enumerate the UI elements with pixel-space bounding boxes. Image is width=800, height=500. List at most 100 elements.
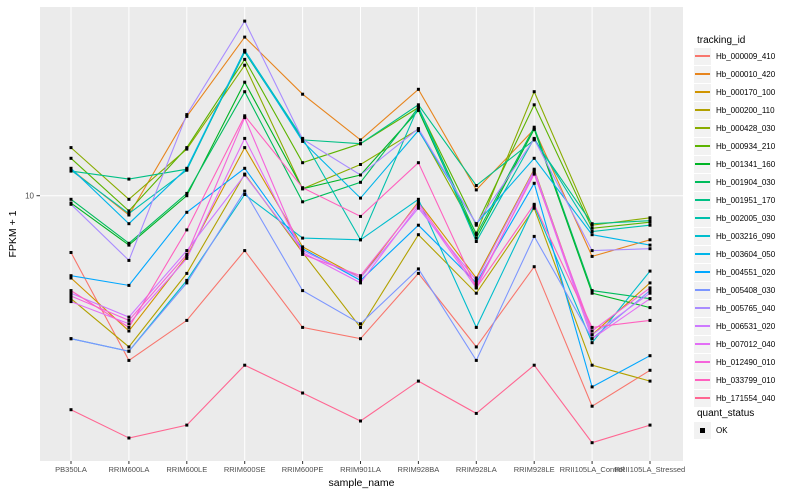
point-marker [69, 197, 73, 201]
point-marker [474, 283, 478, 287]
legend-key [694, 65, 711, 83]
point-marker [590, 230, 594, 233]
point-marker [532, 137, 536, 141]
point-marker [69, 300, 73, 304]
point-marker [416, 271, 420, 275]
point-marker [648, 297, 652, 301]
point-marker [301, 139, 305, 143]
legend-key [694, 209, 711, 227]
point-marker [474, 286, 478, 290]
legend-key-line-icon [695, 163, 710, 165]
point-marker [590, 291, 594, 295]
point-marker [590, 254, 594, 258]
point-marker [127, 325, 131, 329]
legend-key [694, 245, 711, 263]
legend-item-Hb_003216_090: Hb_003216_090 [694, 227, 775, 245]
point-marker [474, 233, 478, 237]
point-marker [590, 226, 594, 230]
point-marker [243, 114, 247, 118]
point-marker [359, 337, 362, 341]
point-marker [69, 337, 73, 341]
point-marker [474, 240, 478, 243]
point-marker [69, 294, 73, 298]
point-marker [69, 276, 73, 280]
point-marker [185, 228, 189, 232]
point-marker [185, 146, 189, 150]
point-marker [474, 184, 478, 187]
legend-item-Hb_033799_010: Hb_033799_010 [694, 371, 775, 389]
legend-key-line-icon [695, 145, 710, 147]
point-marker [301, 391, 305, 395]
legend-key [694, 191, 711, 209]
point-marker [301, 247, 305, 251]
point-marker [359, 419, 362, 423]
point-marker [474, 411, 478, 415]
point-marker [416, 105, 420, 108]
point-marker [127, 315, 131, 319]
point-marker [185, 166, 189, 170]
legend-key-line-icon [695, 361, 710, 363]
panel-background [40, 7, 683, 461]
legend-item-Hb_004551_020: Hb_004551_020 [694, 263, 775, 281]
point-marker [648, 238, 652, 242]
point-marker [416, 129, 420, 133]
legend-item-label: Hb_004551_020 [716, 267, 776, 277]
point-marker [185, 191, 189, 195]
point-marker [648, 379, 652, 383]
legend-item-label: Hb_000009_410 [716, 51, 776, 61]
legend-key [694, 281, 711, 299]
legend-key [694, 83, 711, 101]
point-marker [648, 216, 652, 220]
point-marker [301, 236, 305, 240]
point-marker [69, 297, 73, 301]
point-marker [648, 318, 652, 322]
point-marker [590, 337, 594, 341]
legend-key [694, 137, 711, 155]
point-marker [474, 231, 478, 235]
point-marker [301, 252, 305, 256]
x-tick-label: PB350LA [55, 465, 87, 474]
point-marker [185, 254, 189, 258]
legend-key [694, 421, 711, 439]
point-marker [416, 197, 420, 201]
point-marker [301, 325, 305, 329]
point-marker [127, 318, 131, 322]
point-marker [243, 35, 247, 39]
point-marker [648, 286, 652, 290]
point-marker [69, 291, 73, 295]
point-marker [127, 358, 131, 362]
point-marker [243, 166, 247, 170]
point-marker [590, 404, 594, 408]
legend-key-line-icon [695, 55, 710, 57]
point-marker [359, 180, 362, 184]
point-marker [648, 306, 652, 310]
legend-key-line-icon [695, 217, 710, 219]
point-marker [648, 243, 652, 247]
point-marker [127, 283, 131, 287]
point-marker [301, 137, 305, 141]
point-marker [532, 170, 536, 174]
legend-item-label: Hb_001951_170 [716, 195, 776, 205]
point-marker [185, 249, 189, 253]
legend-key [694, 119, 711, 137]
point-marker [359, 138, 362, 142]
point-marker [590, 325, 594, 329]
point-marker [69, 274, 73, 278]
legend-item-label: Hb_000934_210 [716, 141, 776, 151]
black-square-point-icon [700, 427, 705, 433]
point-marker [416, 108, 420, 112]
legend-key [694, 389, 711, 407]
y-tick-label: 10 [25, 192, 34, 201]
point-marker [127, 197, 131, 201]
point-marker [590, 441, 594, 445]
point-marker [185, 210, 189, 214]
legend-item-label: Hb_007012_040 [716, 339, 776, 349]
x-tick-label: RRIM600LA [108, 465, 149, 474]
point-marker [359, 322, 362, 326]
point-marker [648, 247, 652, 251]
point-marker [69, 156, 73, 160]
point-marker [127, 212, 131, 216]
legend-item-label: Hb_002005_030 [716, 213, 776, 223]
point-marker [590, 329, 594, 333]
